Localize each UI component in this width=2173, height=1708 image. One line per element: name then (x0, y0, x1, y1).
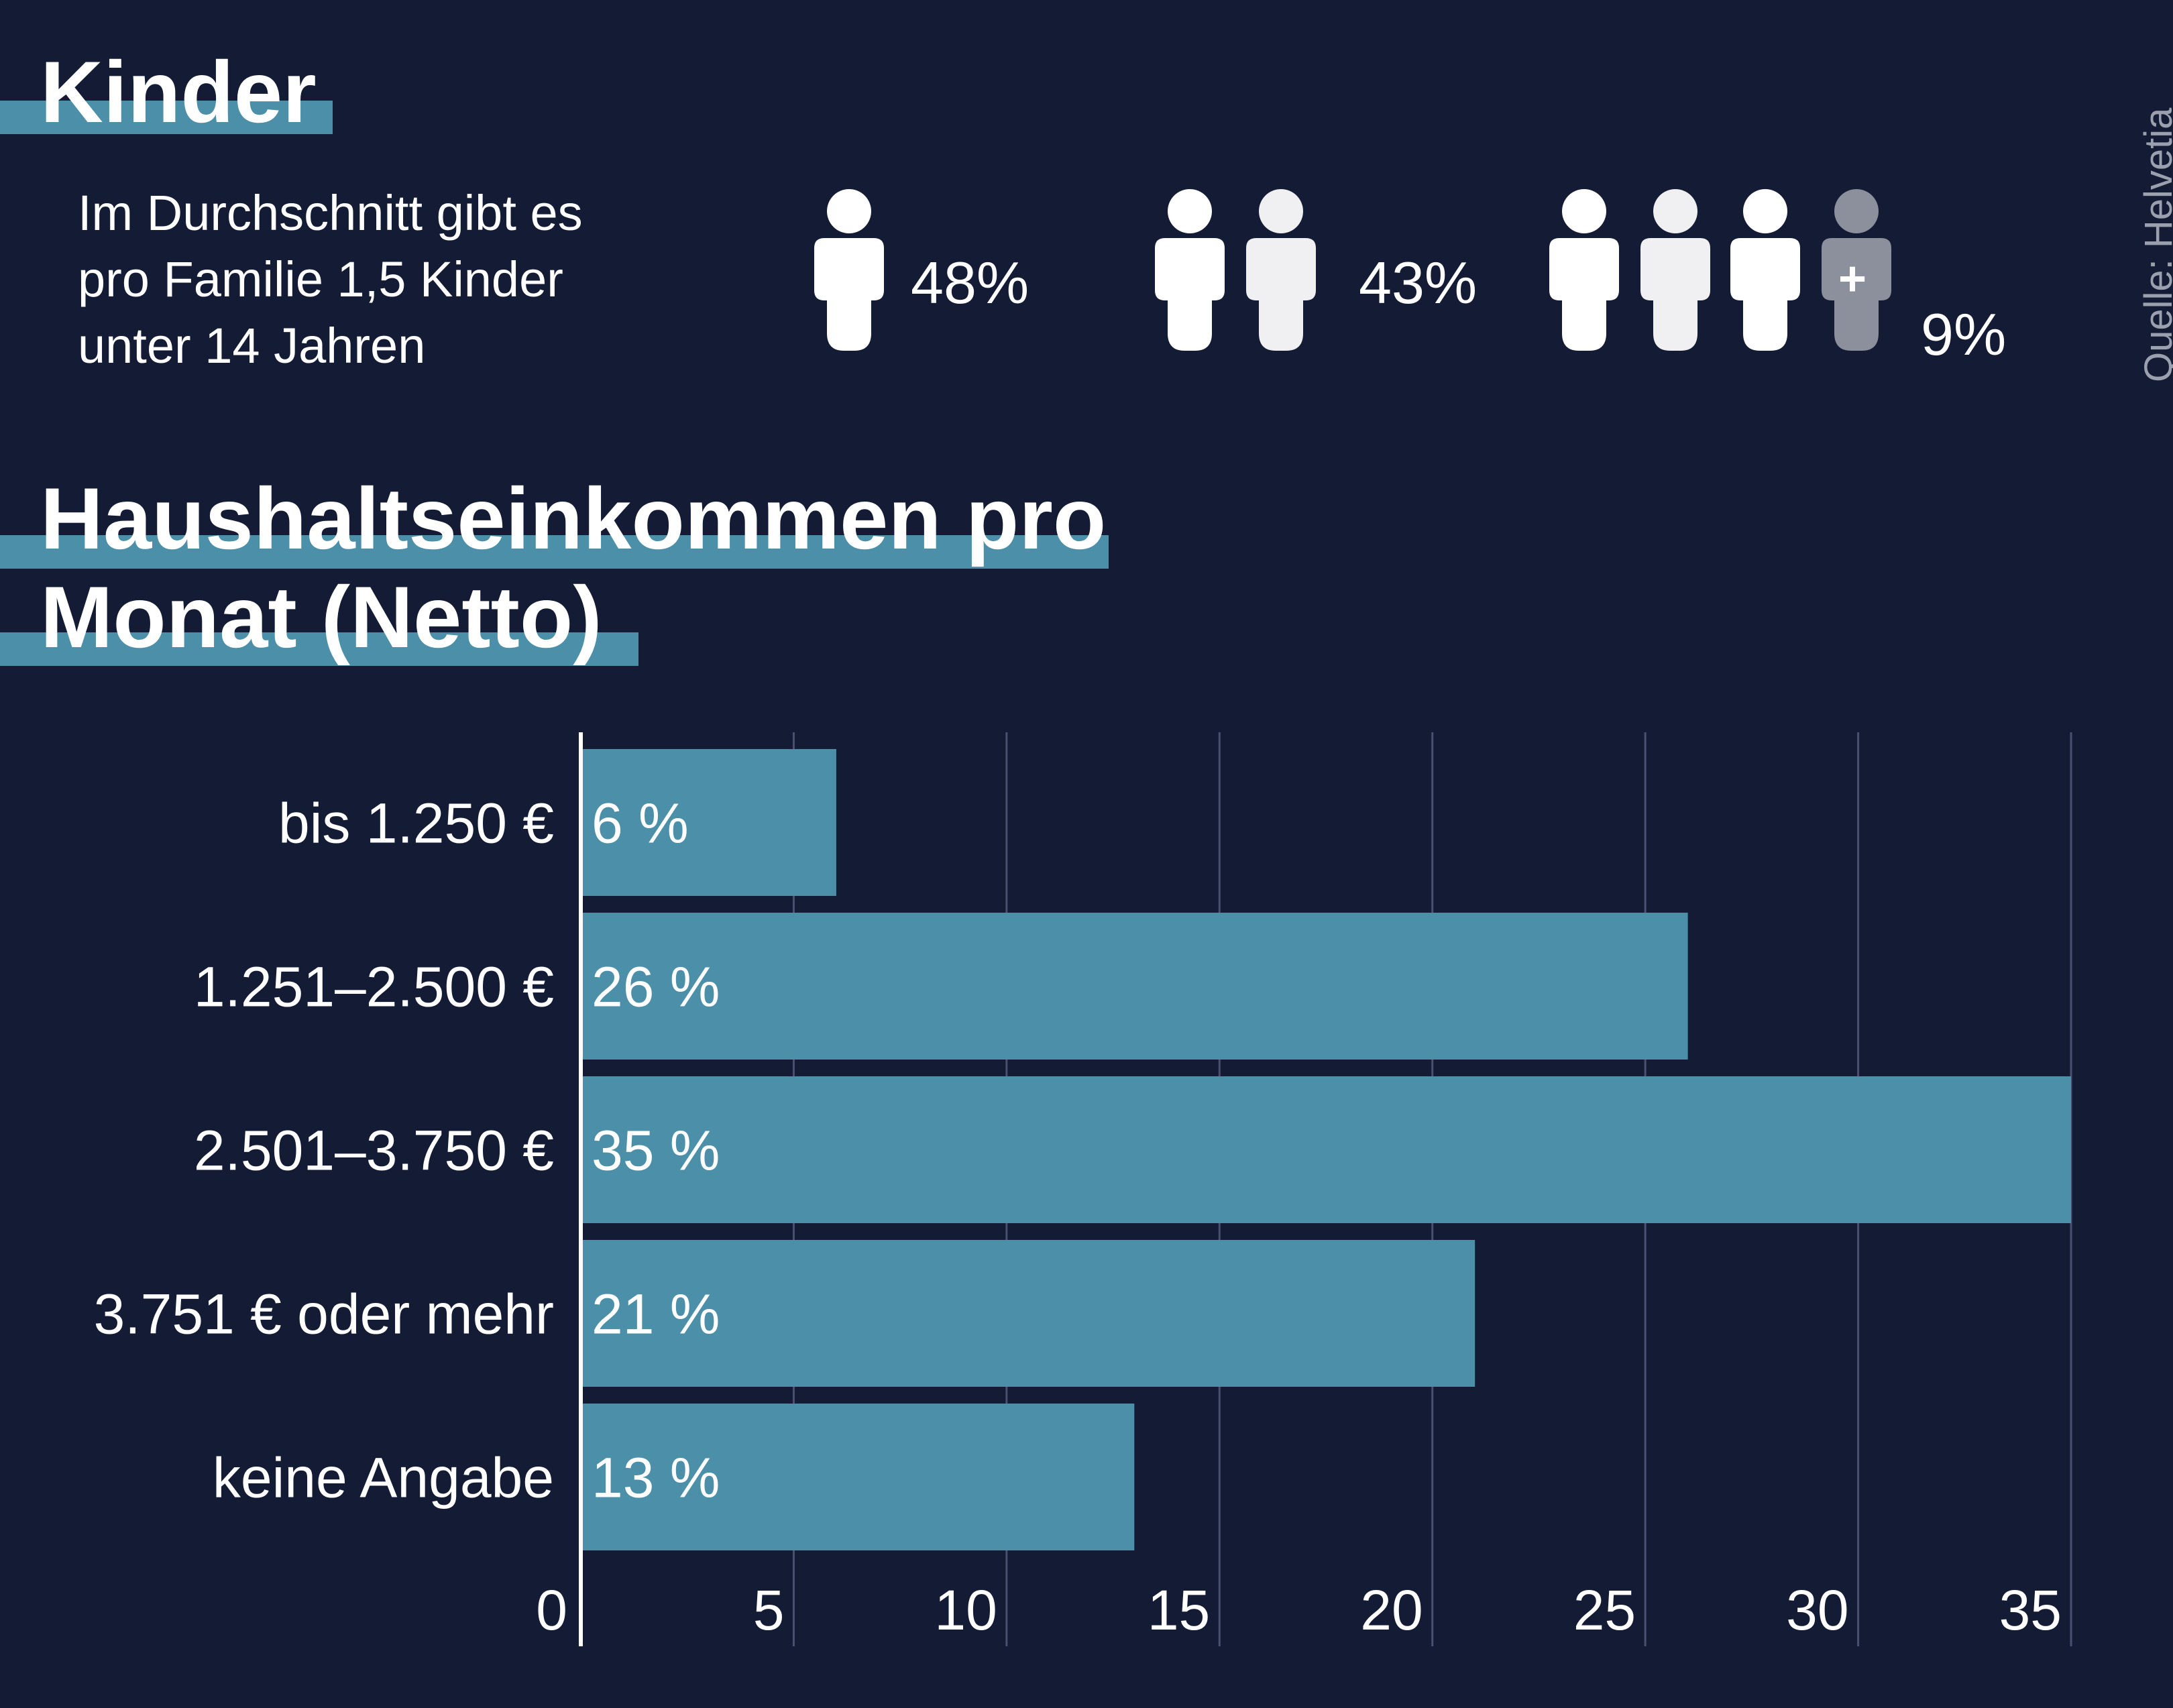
bar (581, 749, 836, 896)
bar-value-label: 26 % (592, 956, 720, 1019)
kinder-title-underline (0, 101, 333, 134)
bar-value-label: 35 % (592, 1119, 720, 1182)
category-label: 2.501–3.750 € (194, 1119, 554, 1182)
kinder-figures: + (814, 189, 1891, 351)
x-tick-label: 15 (1148, 1579, 1210, 1642)
x-tick-label: 0 (536, 1579, 567, 1642)
bar-value-label: 21 % (592, 1283, 720, 1346)
kinder-description-line: unter 14 Jahren (78, 318, 426, 374)
income-title-underline (0, 632, 638, 666)
plus-symbol: + (1838, 252, 1866, 306)
bar (581, 1404, 1135, 1550)
category-label: keine Angabe (213, 1446, 554, 1510)
category-label: 1.251–2.500 € (194, 956, 554, 1019)
x-tick-label: 20 (1360, 1579, 1423, 1642)
x-tick-label: 35 (1999, 1579, 2062, 1642)
income-title-line: Haushaltseinkommen pro (40, 469, 1107, 567)
bar-value-label: 6 % (592, 792, 689, 855)
x-tick-label: 30 (1786, 1579, 1848, 1642)
kinder-description: Im Durchschnitt gibt es pro Familie 1,5 … (78, 180, 681, 379)
bar (581, 1076, 2071, 1223)
kinder-title: Kinder (40, 43, 317, 141)
percent-three-plus-children: 9% (1921, 301, 2007, 367)
income-title-line: Monat (Netto) (40, 568, 602, 666)
kinder-description-line: pro Familie 1,5 Kinder (78, 251, 563, 307)
bar (581, 913, 1688, 1060)
income-title-underline (0, 535, 1109, 569)
percent-one-child: 48% (911, 249, 1029, 316)
bar (581, 1240, 1475, 1387)
x-tick-label: 5 (753, 1579, 785, 1642)
category-label: bis 1.250 € (278, 792, 554, 855)
x-tick-label: 10 (934, 1579, 997, 1642)
kinder-description-line: Im Durchschnitt gibt es (78, 185, 583, 241)
bar-value-label: 13 % (592, 1446, 720, 1510)
x-tick-label: 25 (1573, 1579, 1636, 1642)
percent-two-children: 43% (1359, 249, 1478, 316)
category-label: 3.751 € oder mehr (94, 1283, 554, 1346)
